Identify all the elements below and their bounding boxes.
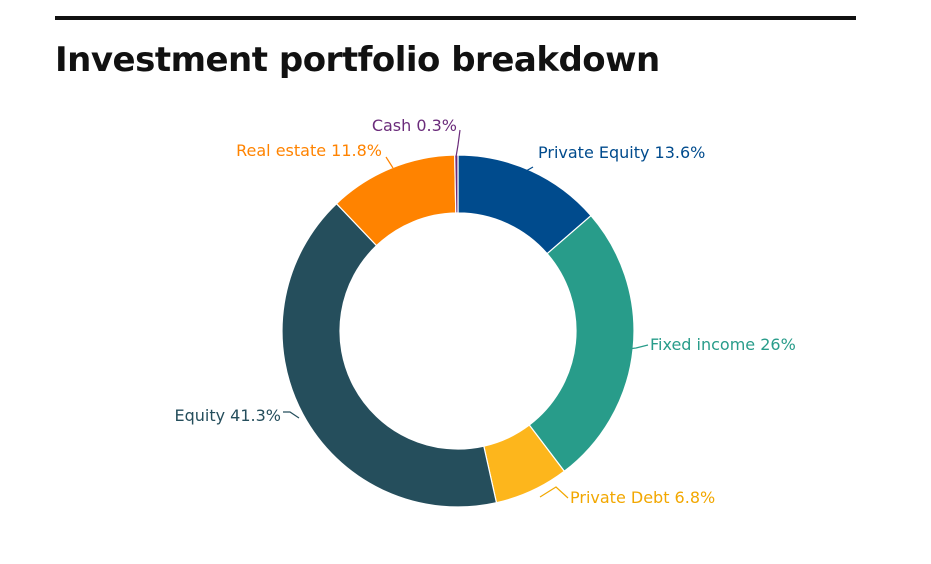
chart-title: Investment portfolio breakdown xyxy=(55,40,660,80)
leader-line-private-equity xyxy=(525,166,534,172)
leader-line-private-debt xyxy=(539,486,569,499)
leader-line-equity xyxy=(283,411,300,419)
data-label-fixed-income: Fixed income 26% xyxy=(650,335,796,354)
slice-fixed-income xyxy=(528,214,635,473)
leader-line-real-estate xyxy=(385,156,394,169)
leader-line-fixed-income xyxy=(627,344,649,350)
data-label-private-debt: Private Debt 6.8% xyxy=(570,488,715,507)
data-label-cash: Cash 0.3% xyxy=(372,116,457,135)
leader-line-cash xyxy=(455,129,461,158)
slice-equity xyxy=(281,202,498,508)
data-label-equity: Equity 41.3% xyxy=(174,406,281,425)
data-label-private-equity: Private Equity 13.6% xyxy=(538,143,705,162)
data-label-real-estate: Real estate 11.8% xyxy=(236,141,382,160)
slice-cash xyxy=(454,154,459,214)
title-rule xyxy=(55,16,856,20)
